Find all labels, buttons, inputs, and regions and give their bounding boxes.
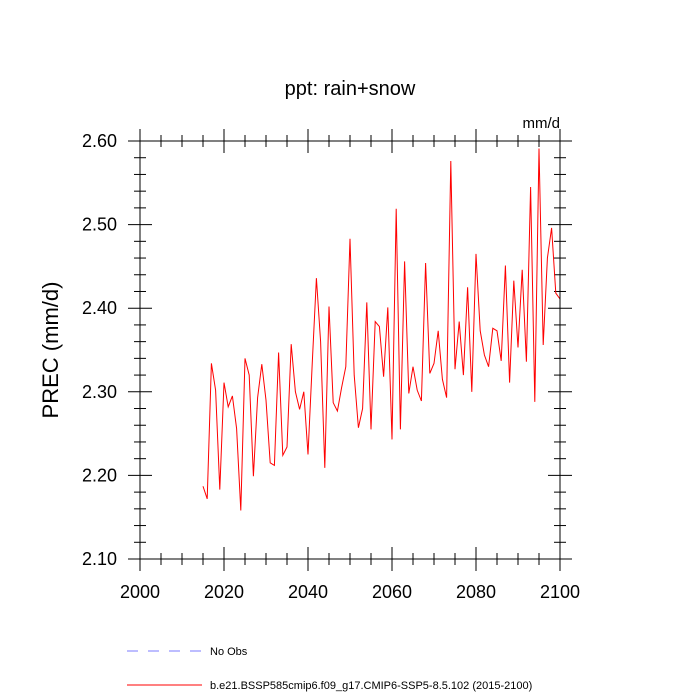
x-tick-label: 2060 bbox=[372, 582, 412, 602]
legend-label-model: b.e21.BSSP585cmip6.f09_g17.CMIP6-SSP5-8.… bbox=[210, 680, 532, 692]
chart-title: ppt: rain+snow bbox=[285, 78, 416, 100]
x-tick-label: 2040 bbox=[288, 582, 328, 602]
y-tick-label: 2.30 bbox=[82, 382, 117, 402]
y-axis-label: PREC (mm/d) bbox=[38, 282, 63, 419]
x-tick-label: 2020 bbox=[204, 582, 244, 602]
y-tick-label: 2.60 bbox=[82, 131, 117, 151]
y-tick-label: 2.20 bbox=[82, 465, 117, 485]
legend: No Obs b.e21.BSSP585cmip6.f09_g17.CMIP6-… bbox=[127, 646, 532, 692]
series-line bbox=[202, 148, 561, 511]
x-tick-label: 2100 bbox=[540, 582, 580, 602]
axis-ticks bbox=[128, 129, 572, 571]
y-tick-label: 2.40 bbox=[82, 298, 117, 318]
units-label: mm/d bbox=[523, 115, 561, 132]
y-tick-label: 2.10 bbox=[82, 549, 117, 569]
series-layer bbox=[202, 148, 561, 511]
x-tick-label: 2000 bbox=[120, 582, 160, 602]
plot-frame bbox=[139, 140, 561, 560]
tick-labels: 2000 2020 2040 2060 2080 2100 2.10 2.20 2.30 2.40… bbox=[82, 131, 580, 602]
legend-label-no-obs: No Obs bbox=[210, 646, 248, 658]
x-tick-label: 2080 bbox=[456, 582, 496, 602]
y-tick-label: 2.50 bbox=[82, 215, 117, 235]
